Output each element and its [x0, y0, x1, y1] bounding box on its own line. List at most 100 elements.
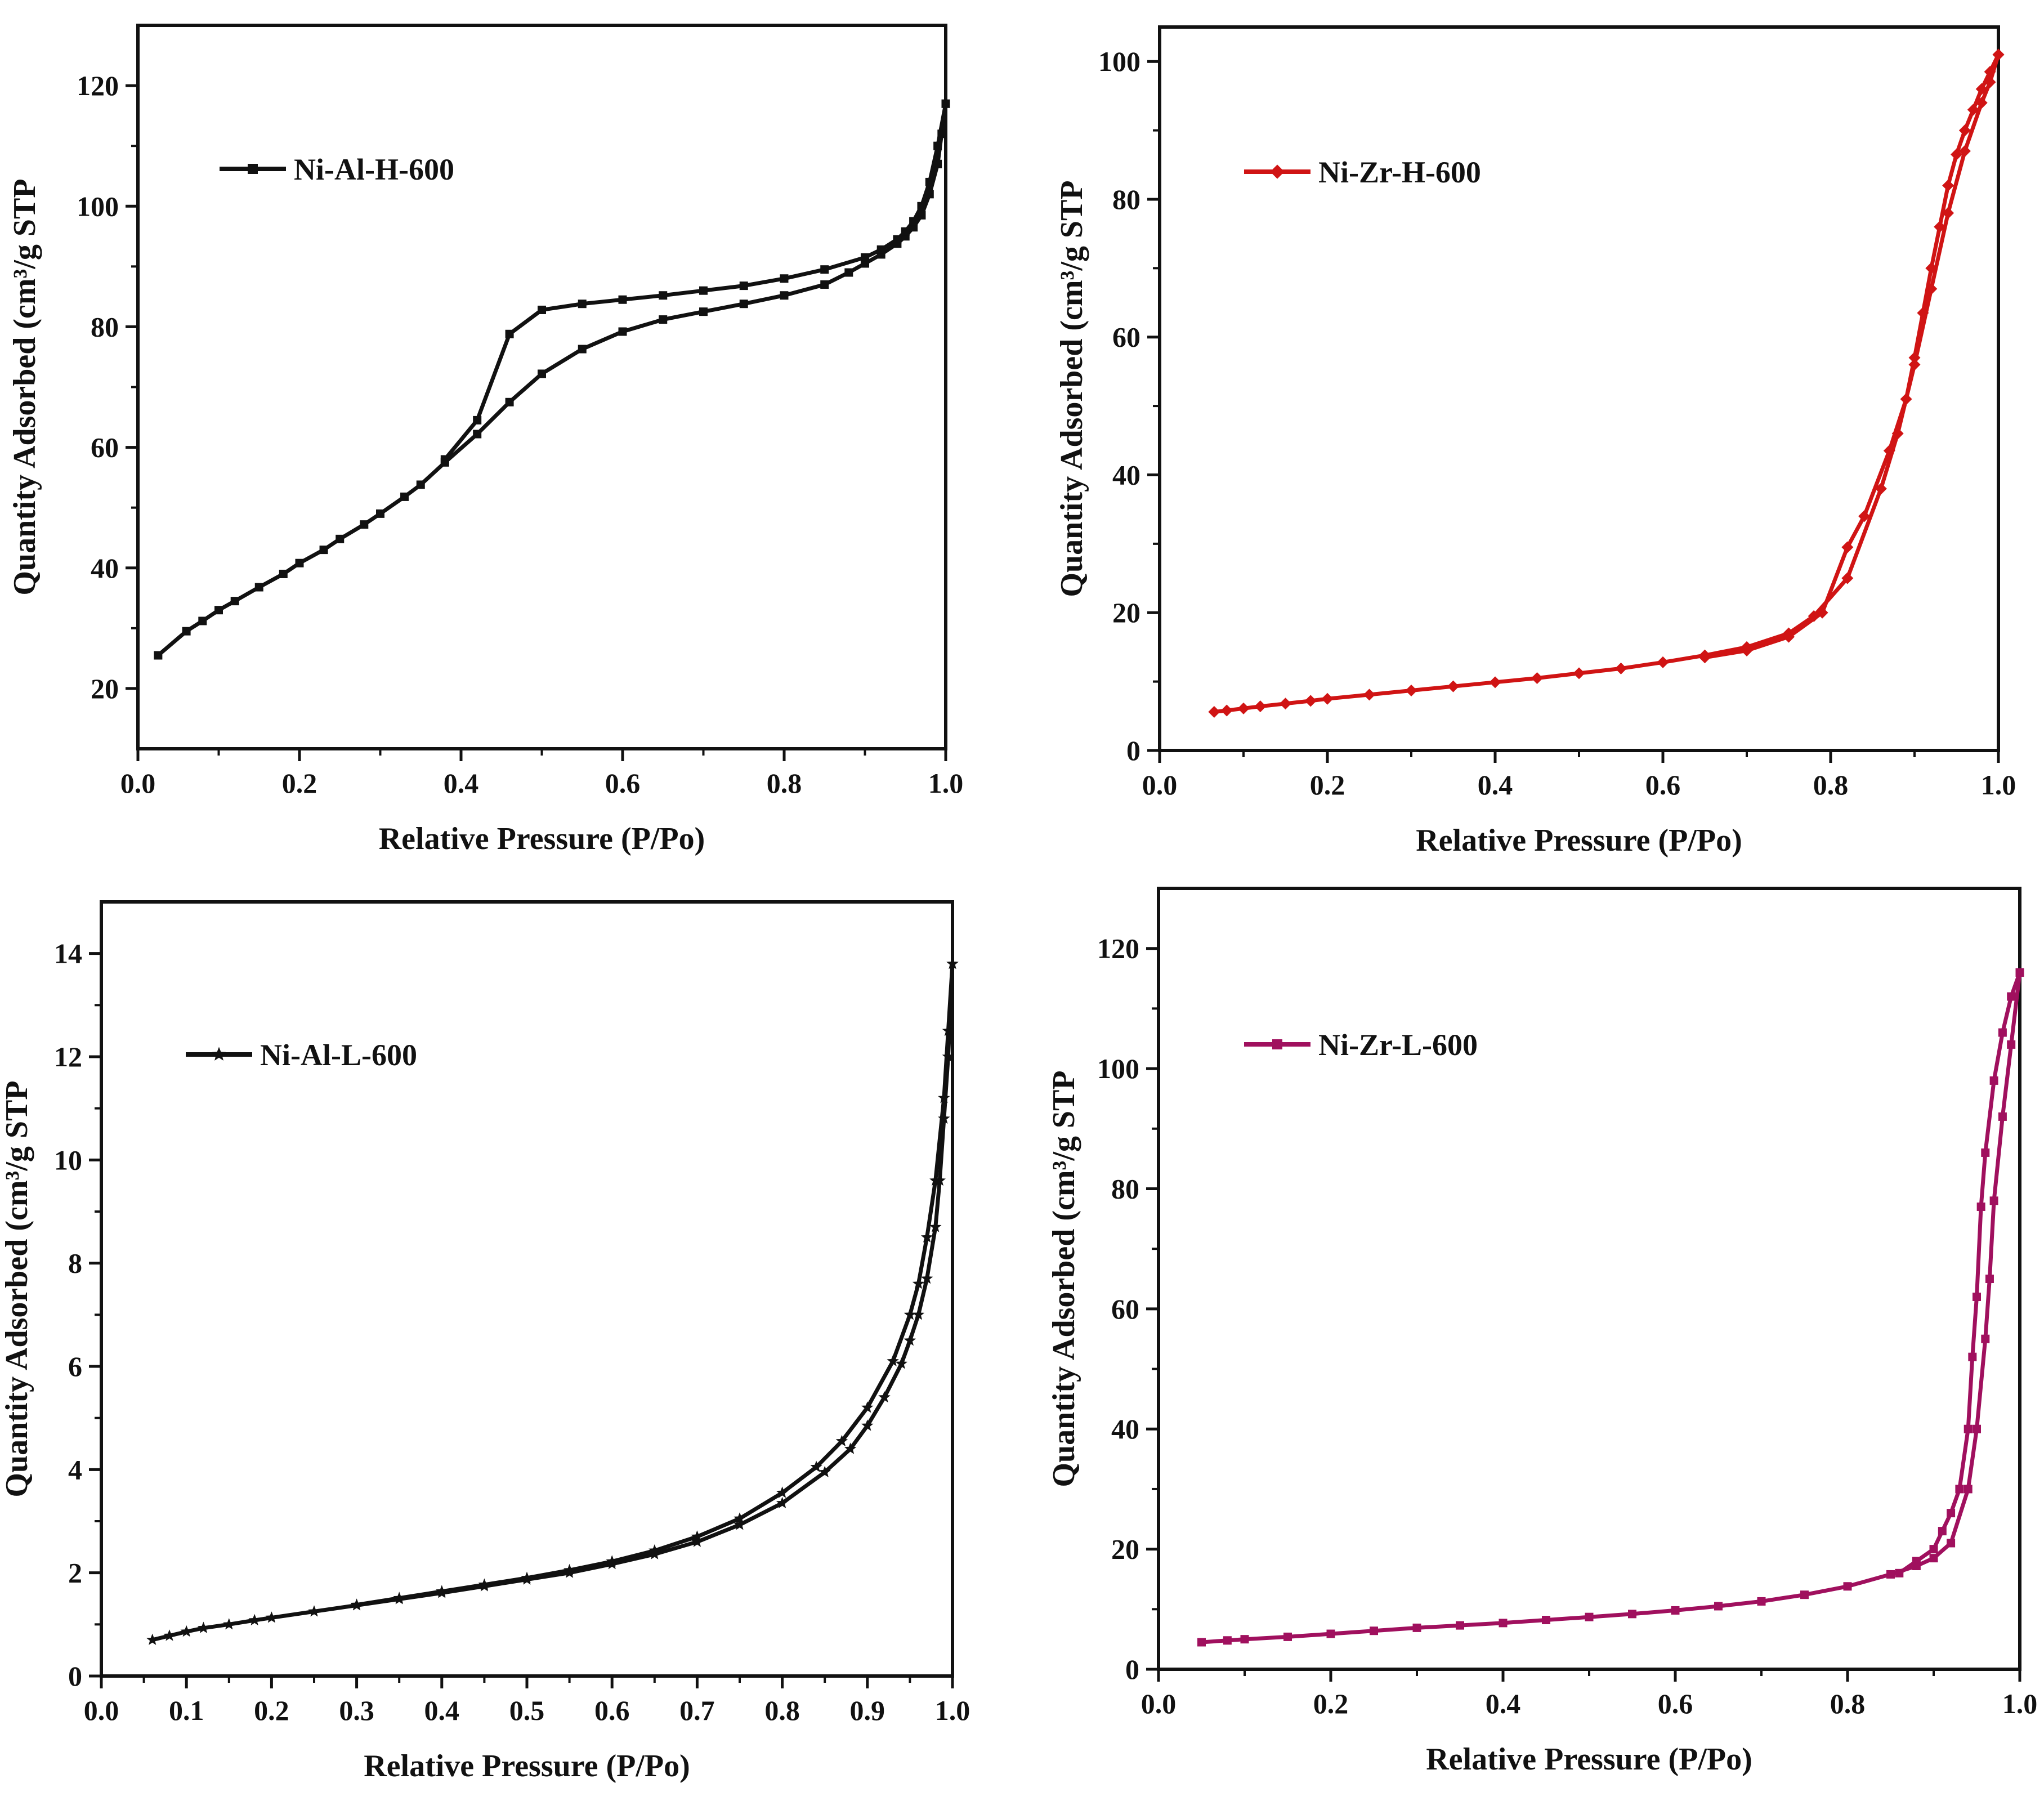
x-tick-label: 0.2 [1313, 1688, 1349, 1719]
ni-zr-l-600-adsorption-point [1886, 1570, 1895, 1579]
y-tick-label: 120 [77, 70, 119, 101]
ni-zr-l-600-desorption-point [1989, 1076, 1998, 1085]
ni-al-l-600-adsorption-point [648, 1548, 661, 1559]
y-tick-label: 10 [54, 1144, 82, 1176]
ni-al-h-600-adsorption-point [198, 616, 207, 625]
plot-frame [1158, 25, 2000, 752]
ni-zr-h-600-desorption-point [1934, 221, 1946, 233]
ni-al-h-600-desorption-point [780, 274, 789, 283]
ni-al-l-600-adsorption-point [861, 1419, 874, 1431]
x-tick-label: 0.6 [605, 767, 641, 799]
ni-zr-l-600-adsorption-point [1947, 1539, 1956, 1548]
ni-zr-h-600-adsorption-point [1615, 662, 1627, 674]
ni-al-l-600-desorption-line [355, 962, 955, 1607]
x-tick-label: 0.0 [120, 767, 156, 799]
legend-label: Ni-Al-L-600 [260, 1038, 417, 1072]
y-tick-label: 60 [91, 432, 119, 463]
x-tick-label: 0.0 [84, 1695, 119, 1726]
y-tick-label: 60 [1112, 321, 1140, 353]
legend-marker [248, 164, 258, 174]
ni-al-l-600-desorption-point [436, 1585, 448, 1597]
x-tick-label: 0.2 [1310, 769, 1345, 801]
ni-zr-l-600-desorption-point [1968, 1352, 1977, 1361]
ni-zr-l-600-adsorption-point [1370, 1626, 1378, 1635]
ni-zr-l-600-adsorption-point [1998, 1112, 2007, 1121]
legend-label: Ni-Zr-H-600 [1318, 155, 1481, 189]
ni-al-l-600-adsorption-point [163, 1629, 176, 1641]
ni-zr-l-600-adsorption-point [1929, 1554, 1938, 1563]
ni-al-l-600-adsorption-point [733, 1518, 746, 1530]
ni-al-h-600-desorption-point [699, 286, 708, 295]
ni-al-h-600-adsorption-point [319, 546, 328, 555]
ni-zr-h-600-adsorption-point [1489, 676, 1501, 689]
ni-zr-h-600-desorption-point [1783, 631, 1795, 643]
ni-al-h-600-adsorption-line [156, 101, 948, 658]
ni-al-l-600-adsorption-point [878, 1391, 891, 1403]
ni-zr-l-600-adsorption-point [1456, 1621, 1464, 1630]
ni-al-h-600-desorption-point [739, 281, 748, 291]
plot-frame [136, 24, 947, 750]
y-tick-label: 60 [1111, 1293, 1139, 1325]
ni-al-l-600-adsorption-point [180, 1625, 193, 1637]
ni-zr-h-600-desorption-point [1917, 307, 1929, 319]
x-tick-label: 0.2 [254, 1695, 289, 1726]
ni-al-l-600-desorption-point [904, 1308, 916, 1320]
ni-al-h-600-adsorption-point [739, 300, 748, 309]
ni-al-l-600-adsorption-point [904, 1334, 916, 1346]
ni-zr-l-600-adsorption-point [1985, 1275, 1994, 1283]
x-tick-label: 1.0 [1981, 769, 2016, 801]
x-tick-label: 1.0 [2002, 1688, 2038, 1719]
ni-al-l-600-desorption-point [929, 1174, 942, 1186]
ni-zr-h-600-adsorption-point [1254, 700, 1267, 713]
ni-al-l-600-desorption-point [606, 1555, 618, 1567]
ni-zr-l-600-adsorption-point [1326, 1629, 1335, 1638]
ni-al-l-600-desorption-point [776, 1486, 789, 1498]
x-tick-label: 0.0 [1142, 769, 1178, 801]
ni-zr-h-600-adsorption-line [1212, 52, 2001, 714]
ni-zr-h-600-adsorption-point [1958, 145, 1971, 157]
ni-zr-l-600-adsorption-point [1964, 1485, 1973, 1494]
ni-zr-h-600-desorption-point [1741, 645, 1753, 657]
y-axis-title: Quantity Adsorbed (cm³/g STP [7, 178, 42, 595]
x-tick-label: 0.4 [444, 767, 479, 799]
ni-al-h-600-desorption-point [820, 265, 829, 274]
ni-al-h-600-desorption-line [442, 101, 948, 462]
ni-al-h-600-adsorption-point [780, 291, 789, 300]
ni-al-l-600-desorption-point [733, 1512, 746, 1524]
ni-zr-h-600-desorption-point [1992, 48, 2005, 61]
ni-al-h-600-adsorption-point [538, 369, 546, 378]
ni-al-l-600-adsorption-point [197, 1621, 210, 1633]
x-tick-label: 0.4 [1478, 769, 1513, 801]
ni-zr-h-600-adsorption-point [1942, 207, 1954, 219]
ni-al-h-600-adsorption-point [154, 651, 163, 660]
ni-al-h-600-desorption-point [925, 177, 934, 186]
ni-al-h-600-adsorption-point [254, 583, 263, 592]
ni-al-l-600-adsorption-point [929, 1221, 942, 1232]
ni-al-l-600-adsorption-point [146, 1633, 159, 1645]
ni-zr-l-600-desorption-point [1981, 1148, 1990, 1157]
ni-al-l-600-desorption-point [691, 1530, 704, 1542]
legend-label: Ni-Zr-L-600 [1318, 1028, 1478, 1062]
ni-al-l-600-desorption-point [350, 1598, 363, 1610]
ni-zr-h-600-adsorption-point [1220, 704, 1233, 717]
x-axis-title: Relative Pressure (P/Po) [364, 1749, 690, 1784]
ni-al-h-600-adsorption-point [473, 430, 482, 439]
x-axis-title: Relative Pressure (P/Po) [1416, 823, 1742, 858]
ni-al-l-600-adsorption-point [265, 1611, 278, 1623]
ni-al-l-600-desorption-point [946, 957, 959, 969]
ni-zr-h-600-adsorption-point [1304, 695, 1317, 707]
ni-al-h-600-desorption-point [440, 455, 449, 464]
ni-al-l-600-adsorption-point [691, 1535, 704, 1547]
ni-zr-h-600-desorption-point [1942, 179, 1954, 191]
legend-marker [1270, 164, 1285, 179]
ni-al-h-600-desorption-point [659, 291, 668, 300]
ni-al-h-600-adsorption-point [360, 520, 369, 529]
ni-al-h-600-adsorption-point [400, 492, 409, 501]
ni-zr-l-600-adsorption-point [1283, 1632, 1292, 1641]
ni-zr-h-600-desorption-point [1984, 66, 1996, 78]
ni-zr-h-600-desorption-point [1883, 445, 1895, 457]
ni-zr-l-600-adsorption-point [1973, 1424, 1981, 1433]
ni-zr-l-600-adsorption-line [1200, 970, 2022, 1644]
x-tick-label: 0.8 [1813, 769, 1849, 801]
y-tick-label: 120 [1097, 933, 1139, 964]
